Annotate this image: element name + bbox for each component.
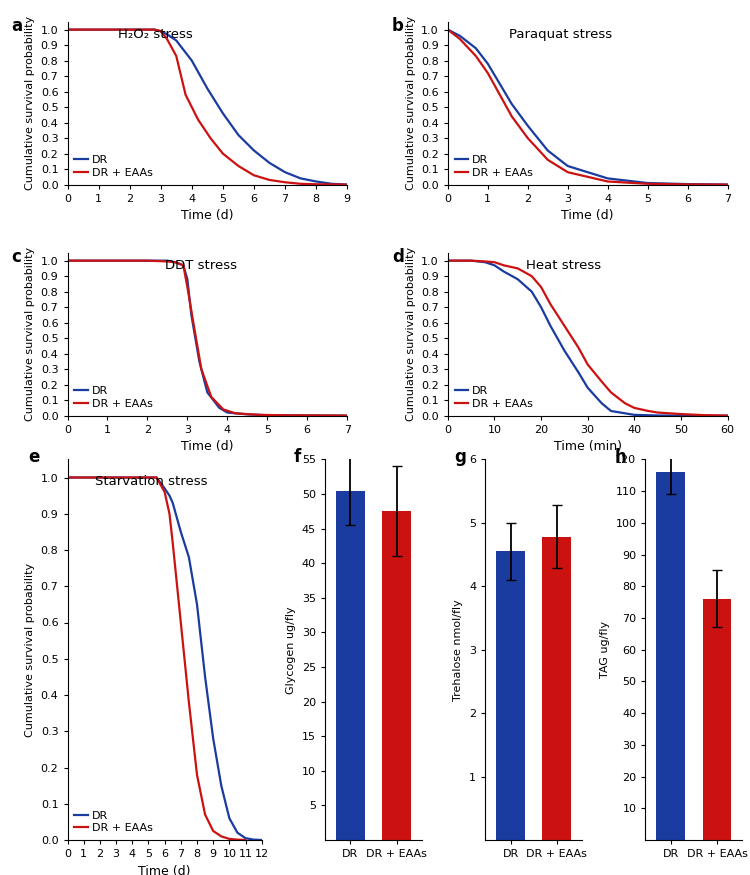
Bar [542,536,572,840]
Legend: DR, DR + EAAs: DR, DR + EAAs [73,809,154,835]
X-axis label: Time (d): Time (d) [181,440,233,453]
Y-axis label: Cumulative survival probability: Cumulative survival probability [26,248,35,422]
Bar [496,551,525,840]
Y-axis label: Glycogen ug/fly: Glycogen ug/fly [286,606,296,694]
Text: d: d [392,248,404,266]
Text: H₂O₂ stress: H₂O₂ stress [118,28,193,41]
X-axis label: Time (d): Time (d) [562,209,614,222]
X-axis label: Time (d): Time (d) [138,864,190,875]
Y-axis label: Cumulative survival probability: Cumulative survival probability [406,16,416,190]
Legend: DR, DR + EAAs: DR, DR + EAAs [454,385,534,410]
Legend: DR, DR + EAAs: DR, DR + EAAs [73,154,154,179]
Text: Heat stress: Heat stress [526,259,602,272]
Y-axis label: Cumulative survival probability: Cumulative survival probability [26,16,35,190]
Y-axis label: Trehalose nmol/fly: Trehalose nmol/fly [454,598,464,701]
Y-axis label: TAG ug/fly: TAG ug/fly [600,621,610,678]
Text: Paraquat stress: Paraquat stress [509,28,613,41]
Text: g: g [454,448,466,466]
Bar [382,511,411,840]
Text: c: c [11,248,22,266]
Legend: DR, DR + EAAs: DR, DR + EAAs [73,385,154,410]
Text: a: a [11,17,22,35]
Bar [703,598,731,840]
Text: DDT stress: DDT stress [166,259,238,272]
Y-axis label: Cumulative survival probability: Cumulative survival probability [406,248,416,422]
X-axis label: Time (d): Time (d) [181,209,233,222]
Text: Starvation stress: Starvation stress [94,474,207,487]
Bar [336,491,364,840]
Text: e: e [28,448,40,466]
Y-axis label: Cumulative survival probability: Cumulative survival probability [26,563,35,737]
Text: b: b [392,17,404,35]
Text: f: f [294,448,301,466]
Legend: DR, DR + EAAs: DR, DR + EAAs [454,154,534,179]
Bar [656,473,686,840]
Text: h: h [614,448,626,466]
X-axis label: Time (min): Time (min) [554,440,622,453]
